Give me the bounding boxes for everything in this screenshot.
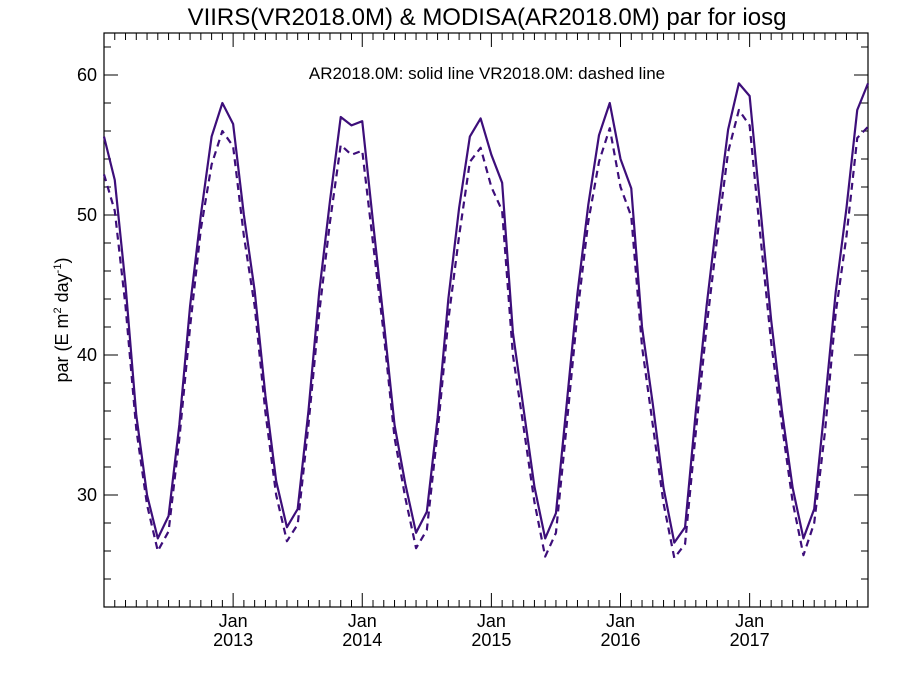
x-tick-label-month: Jan: [735, 611, 764, 631]
y-tick-label: 60: [77, 65, 97, 85]
y-tick-label: 50: [77, 205, 97, 225]
y-tick-label: 30: [77, 485, 97, 505]
chart-title: VIIRS(VR2018.0M) & MODISA(AR2018.0M) par…: [188, 4, 787, 31]
x-tick-label-year: 2014: [342, 630, 382, 650]
y-tick-label: 40: [77, 345, 97, 365]
x-tick-label-month: Jan: [606, 611, 635, 631]
x-tick-label-month: Jan: [219, 611, 248, 631]
legend-annotation: AR2018.0M: solid line VR2018.0M: dashed …: [309, 64, 665, 83]
x-tick-label-year: 2017: [730, 630, 770, 650]
x-tick-label-month: Jan: [477, 611, 506, 631]
axis-ticks: 30405060Jan2013Jan2014Jan2015Jan2016Jan2…: [77, 33, 868, 650]
x-tick-label-year: 2015: [471, 630, 511, 650]
x-tick-label-year: 2013: [213, 630, 253, 650]
y-axis-label: par (E m2 day-1): [52, 258, 72, 383]
x-tick-label-month: Jan: [348, 611, 377, 631]
x-tick-label-year: 2016: [600, 630, 640, 650]
plot-frame: [103, 32, 869, 608]
series-line-vr2018-0m: [102, 108, 869, 560]
series-layer: [102, 82, 870, 560]
series-line-ar2018-0m: [102, 82, 870, 544]
